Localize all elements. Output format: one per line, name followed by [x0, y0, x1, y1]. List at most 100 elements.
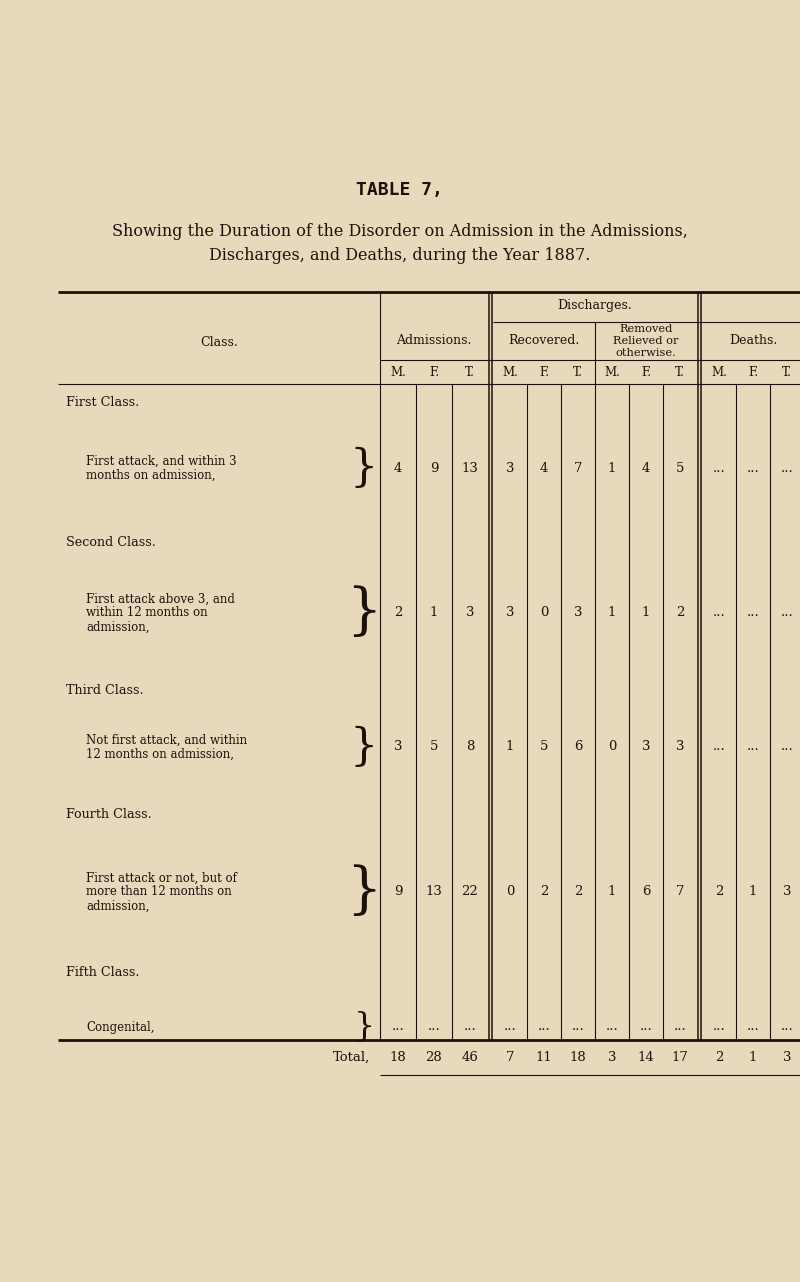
- Text: 11: 11: [536, 1051, 552, 1064]
- Text: 5: 5: [430, 741, 438, 754]
- Text: Admissions.: Admissions.: [396, 335, 472, 347]
- Text: 6: 6: [574, 741, 582, 754]
- Text: 7: 7: [506, 1051, 514, 1064]
- Text: Showing the Duration of the Disorder on Admission in the Admissions,: Showing the Duration of the Disorder on …: [112, 223, 688, 241]
- Text: 3: 3: [676, 741, 684, 754]
- Text: 12 months on admission,: 12 months on admission,: [86, 747, 234, 760]
- Text: F.: F.: [748, 365, 758, 378]
- Text: 4: 4: [394, 462, 402, 474]
- Text: ...: ...: [746, 1020, 759, 1033]
- Text: Total,: Total,: [333, 1051, 370, 1064]
- Text: 6: 6: [642, 886, 650, 899]
- Text: more than 12 months on: more than 12 months on: [86, 886, 232, 899]
- Text: ...: ...: [538, 1020, 550, 1033]
- Text: F.: F.: [539, 365, 549, 378]
- Text: T.: T.: [573, 365, 583, 378]
- Text: ...: ...: [781, 606, 794, 619]
- Text: 1: 1: [642, 606, 650, 619]
- Text: 3: 3: [506, 462, 514, 474]
- Text: First attack above 3, and: First attack above 3, and: [86, 592, 235, 605]
- Text: ...: ...: [781, 741, 794, 754]
- Text: ...: ...: [392, 1020, 404, 1033]
- Text: Recovered.: Recovered.: [508, 335, 580, 347]
- Text: }: }: [346, 586, 382, 640]
- Text: 0: 0: [540, 606, 548, 619]
- Text: ...: ...: [781, 1020, 794, 1033]
- Text: 1: 1: [506, 741, 514, 754]
- Text: 17: 17: [671, 1051, 689, 1064]
- Text: 7: 7: [676, 886, 684, 899]
- Text: M.: M.: [390, 365, 406, 378]
- Text: 14: 14: [638, 1051, 654, 1064]
- Text: admission,: admission,: [86, 899, 150, 913]
- Text: 7: 7: [574, 462, 582, 474]
- Text: 3: 3: [782, 1051, 791, 1064]
- Text: T.: T.: [675, 365, 685, 378]
- Text: Discharges.: Discharges.: [558, 300, 632, 313]
- Text: Not first attack, and within: Not first attack, and within: [86, 733, 247, 746]
- Text: 0: 0: [608, 741, 616, 754]
- Text: ...: ...: [464, 1020, 476, 1033]
- Text: M.: M.: [502, 365, 518, 378]
- Text: 3: 3: [782, 886, 791, 899]
- Text: 3: 3: [394, 741, 402, 754]
- Text: First attack, and within 3: First attack, and within 3: [86, 455, 237, 468]
- Text: M.: M.: [711, 365, 727, 378]
- Text: months on admission,: months on admission,: [86, 468, 215, 482]
- Text: 18: 18: [570, 1051, 586, 1064]
- Text: ...: ...: [606, 1020, 618, 1033]
- Text: T.: T.: [782, 365, 792, 378]
- Text: 2: 2: [394, 606, 402, 619]
- Text: ...: ...: [713, 606, 726, 619]
- Text: 5: 5: [676, 462, 684, 474]
- Text: 1: 1: [608, 462, 616, 474]
- Text: Discharges, and Deaths, during the Year 1887.: Discharges, and Deaths, during the Year …: [210, 246, 590, 264]
- Text: 3: 3: [608, 1051, 616, 1064]
- Text: F.: F.: [429, 365, 439, 378]
- Text: }: }: [350, 446, 378, 490]
- Text: 1: 1: [430, 606, 438, 619]
- Text: 2: 2: [676, 606, 684, 619]
- Text: }: }: [350, 726, 378, 769]
- Text: First attack or not, but of: First attack or not, but of: [86, 872, 237, 885]
- Text: 2: 2: [574, 886, 582, 899]
- Text: 1: 1: [749, 1051, 757, 1064]
- Text: ...: ...: [428, 1020, 440, 1033]
- Text: T.: T.: [465, 365, 475, 378]
- Text: 4: 4: [642, 462, 650, 474]
- Text: 3: 3: [574, 606, 582, 619]
- Text: 1: 1: [749, 886, 757, 899]
- Text: 9: 9: [430, 462, 438, 474]
- Text: 5: 5: [540, 741, 548, 754]
- Text: 9: 9: [394, 886, 402, 899]
- Text: 8: 8: [466, 741, 474, 754]
- Text: ...: ...: [746, 462, 759, 474]
- Text: ...: ...: [713, 462, 726, 474]
- Text: F.: F.: [641, 365, 651, 378]
- Text: 3: 3: [506, 606, 514, 619]
- Text: 1: 1: [608, 886, 616, 899]
- Text: ...: ...: [572, 1020, 584, 1033]
- Text: Second Class.: Second Class.: [66, 536, 156, 549]
- Text: 3: 3: [642, 741, 650, 754]
- Text: 0: 0: [506, 886, 514, 899]
- Text: ...: ...: [713, 1020, 726, 1033]
- Text: ...: ...: [713, 741, 726, 754]
- Text: }: }: [346, 864, 382, 919]
- Text: 18: 18: [390, 1051, 406, 1064]
- Text: Third Class.: Third Class.: [66, 683, 144, 696]
- Text: ...: ...: [781, 462, 794, 474]
- Text: 4: 4: [540, 462, 548, 474]
- Text: 2: 2: [715, 886, 723, 899]
- Text: within 12 months on: within 12 months on: [86, 606, 208, 619]
- Text: ...: ...: [746, 606, 759, 619]
- Text: ...: ...: [674, 1020, 686, 1033]
- Text: 28: 28: [426, 1051, 442, 1064]
- Text: 13: 13: [426, 886, 442, 899]
- Text: M.: M.: [604, 365, 620, 378]
- Text: TABLE 7,: TABLE 7,: [357, 181, 443, 199]
- Text: 1: 1: [608, 606, 616, 619]
- Text: ...: ...: [640, 1020, 652, 1033]
- Text: 46: 46: [462, 1051, 478, 1064]
- Text: Congenital,: Congenital,: [86, 1020, 154, 1033]
